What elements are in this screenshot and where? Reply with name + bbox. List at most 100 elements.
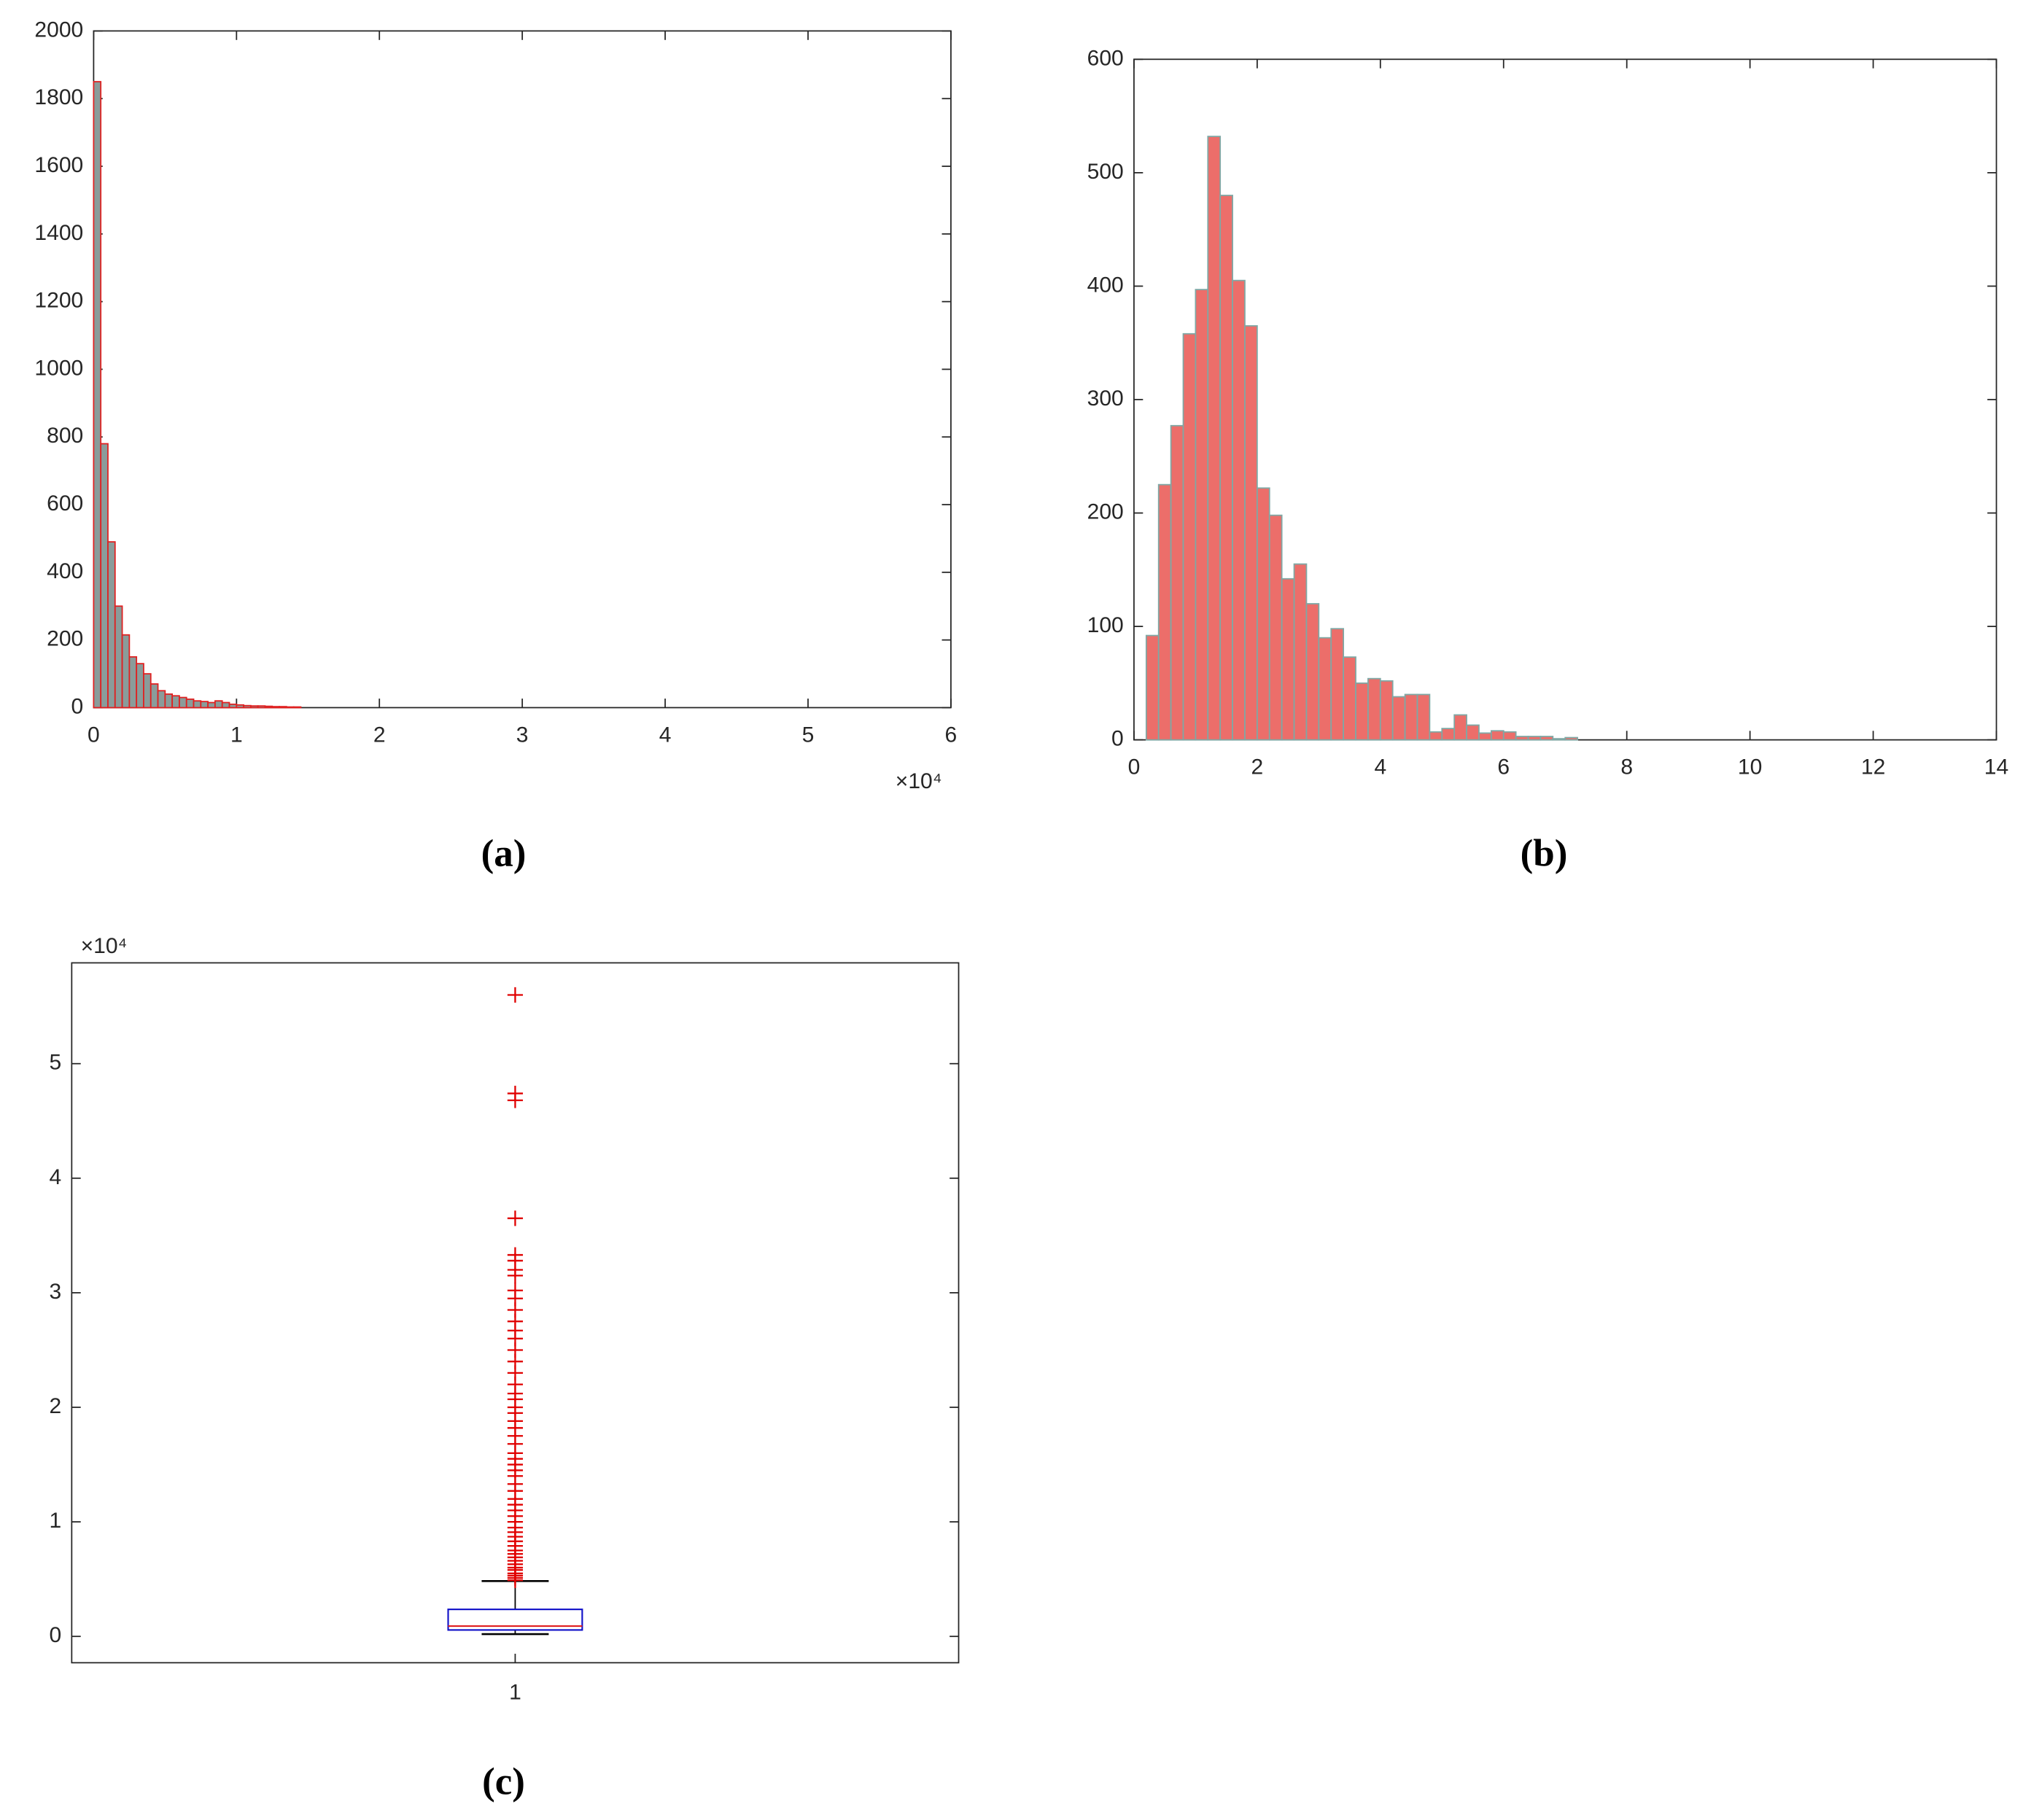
- x-tick-label: 1: [509, 1681, 521, 1705]
- panel-caption: (b): [1521, 833, 1568, 875]
- histogram-bar: [107, 541, 116, 709]
- x-tick-label: 8: [1620, 755, 1633, 779]
- x-tick-label: 4: [659, 723, 672, 747]
- y-tick-label: 1400: [34, 221, 83, 245]
- outlier: [507, 987, 524, 1003]
- histogram-bar: [171, 695, 180, 709]
- panel-caption: (a): [481, 833, 527, 875]
- x-tick-label: 12: [1861, 755, 1885, 779]
- histogram-bar: [1268, 514, 1283, 741]
- histogram-bar: [1219, 195, 1233, 741]
- y-tick-label: 1200: [34, 289, 83, 313]
- y-tick-label: 200: [1087, 499, 1124, 524]
- y-tick-label: 500: [1087, 160, 1124, 184]
- x-tick-label: 14: [1984, 755, 2008, 779]
- histogram-bar: [1232, 279, 1246, 741]
- histogram-bar: [1367, 677, 1381, 741]
- y-tick-label: 1: [49, 1509, 61, 1533]
- x-tick-label: 1: [230, 723, 243, 747]
- histogram-bar: [121, 634, 131, 709]
- outlier: [507, 1247, 524, 1263]
- histogram-bar: [1391, 696, 1406, 741]
- x-tick-label: 2: [1251, 755, 1264, 779]
- y-tick-label: 0: [71, 694, 84, 718]
- outlier: [507, 1283, 524, 1299]
- histogram-bar: [157, 690, 166, 709]
- y-multiplier: ×10⁴: [81, 934, 128, 958]
- histogram-bar: [93, 81, 102, 709]
- histogram-bar: [1527, 736, 1542, 741]
- y-tick-label: 400: [47, 559, 83, 583]
- histogram-bar: [114, 605, 123, 709]
- y-tick-label: 600: [47, 491, 83, 516]
- histogram-bar: [257, 705, 266, 709]
- axes-box: [93, 30, 952, 709]
- y-tick-label: 200: [47, 627, 83, 651]
- y-tick-label: 600: [1087, 46, 1124, 70]
- x-tick-label: 6: [1497, 755, 1510, 779]
- histogram-bar: [228, 703, 238, 709]
- histogram-bar: [1157, 483, 1172, 741]
- histogram-bar: [1281, 578, 1295, 741]
- x-multiplier: ×10⁴: [896, 769, 942, 793]
- y-tick-label: 300: [1087, 386, 1124, 411]
- y-tick-label: 4: [49, 1165, 61, 1189]
- histogram-bar: [164, 693, 174, 709]
- histogram-bar: [200, 701, 209, 709]
- panel-caption: (c): [482, 1760, 525, 1802]
- histogram-bar: [236, 704, 244, 709]
- histogram-bar: [1355, 682, 1369, 741]
- histogram-bar: [1453, 714, 1467, 741]
- histogram-bar: [1244, 324, 1258, 741]
- histogram-bar: [1416, 693, 1431, 741]
- x-tick-label: 0: [88, 723, 100, 747]
- histogram-bar: [1305, 603, 1320, 741]
- histogram-bar: [1182, 332, 1197, 741]
- histogram-bar: [1490, 730, 1504, 741]
- histogram-bar: [1466, 724, 1480, 741]
- histogram-bar: [1318, 637, 1332, 741]
- x-tick-label: 3: [516, 723, 529, 747]
- outlier: [507, 1085, 524, 1102]
- histogram-bar: [1207, 136, 1222, 741]
- histogram-bar: [150, 683, 159, 709]
- y-tick-label: 1000: [34, 356, 83, 380]
- histogram-bar: [1564, 736, 1579, 741]
- histogram-bar: [1429, 731, 1443, 741]
- x-tick-label: 2: [373, 723, 386, 747]
- y-tick-label: 0: [1111, 727, 1124, 751]
- histogram-bar: [1478, 732, 1492, 741]
- histogram-bar: [1195, 289, 1209, 741]
- histogram-bar: [214, 700, 223, 709]
- x-tick-label: 0: [1128, 755, 1141, 779]
- histogram-bar: [1170, 424, 1184, 741]
- histogram-bar: [264, 705, 273, 709]
- y-tick-label: 1800: [34, 85, 83, 109]
- histogram-bar: [1404, 693, 1418, 741]
- histogram-bar: [136, 663, 144, 709]
- histogram-bar: [1441, 728, 1456, 741]
- histogram-bar: [1343, 656, 1356, 741]
- histogram-bar: [1256, 487, 1270, 741]
- outlier: [507, 1210, 524, 1226]
- histogram-bar: [128, 656, 138, 709]
- histogram-bar: [1502, 731, 1517, 741]
- histogram-bar: [286, 706, 295, 709]
- y-tick-label: 3: [49, 1280, 61, 1304]
- y-tick-label: 2: [49, 1394, 61, 1418]
- y-tick-label: 0: [49, 1623, 61, 1647]
- y-tick-label: 100: [1087, 613, 1124, 637]
- histogram-bar: [1145, 634, 1160, 741]
- y-tick-label: 1600: [34, 153, 83, 177]
- x-tick-label: 4: [1374, 755, 1386, 779]
- histogram-bar: [207, 701, 216, 709]
- histogram-bar: [179, 696, 187, 709]
- histogram-bar: [1539, 736, 1554, 741]
- histogram-bar: [1515, 736, 1529, 741]
- histogram-bar: [1293, 563, 1308, 741]
- histogram-bar: [193, 700, 202, 709]
- histogram-bar: [143, 673, 152, 709]
- histogram-bar: [221, 701, 230, 709]
- histogram-bar: [292, 706, 302, 709]
